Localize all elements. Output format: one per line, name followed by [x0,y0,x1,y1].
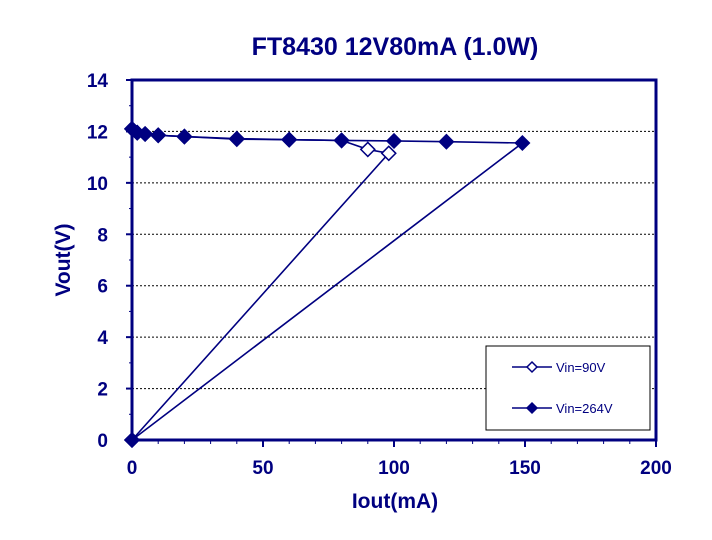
data-point [228,130,245,147]
x-tick-label: 50 [252,458,273,479]
y-tick-label: 6 [97,277,108,298]
x-tick-label: 200 [640,458,672,479]
data-point [380,145,397,162]
series-line [131,128,525,441]
chart-title: FT8430 12V80mA (1.0W) [252,33,539,61]
legend-marker [525,401,539,415]
plot-area: 0 2 4 6 8 10 12 14 0 50 100 150 200 Vin=90V Vin=264V [87,71,672,479]
x-axis-label: Iout(mA) [352,490,438,513]
y-tick-label: 10 [87,174,108,195]
data-point [359,141,376,158]
data-point [385,132,403,150]
y-tick-label: 2 [97,380,108,401]
series-line [131,128,391,441]
legend-box [485,345,651,431]
legend-item: Vin=264V [512,401,613,416]
data-point [150,127,167,144]
legend-label: Vin=264V [556,401,613,416]
data-point [281,131,298,148]
data-point [176,128,193,145]
x-tick-label: 100 [378,458,410,479]
series-2 [123,120,531,449]
y-axis-label: Vout(V) [52,223,75,296]
data-point [438,133,455,150]
series-1 [123,120,397,449]
y-tick-label: 14 [87,71,109,92]
data-point [333,132,350,149]
legend-item: Vin=90V [512,360,606,375]
data-point [514,134,531,152]
y-tick-label: 4 [97,328,108,349]
x-tick-label: 150 [509,458,541,479]
y-tick-label: 12 [87,122,108,143]
legend-marker [525,360,539,374]
x-tick-label: 0 [127,458,138,479]
y-tick-label: 0 [97,431,108,452]
data-point [137,125,154,143]
legend: Vin=90V Vin=264V [485,345,651,431]
data-point [123,431,141,449]
legend-label: Vin=90V [556,360,606,375]
y-tick-label: 8 [97,225,108,246]
